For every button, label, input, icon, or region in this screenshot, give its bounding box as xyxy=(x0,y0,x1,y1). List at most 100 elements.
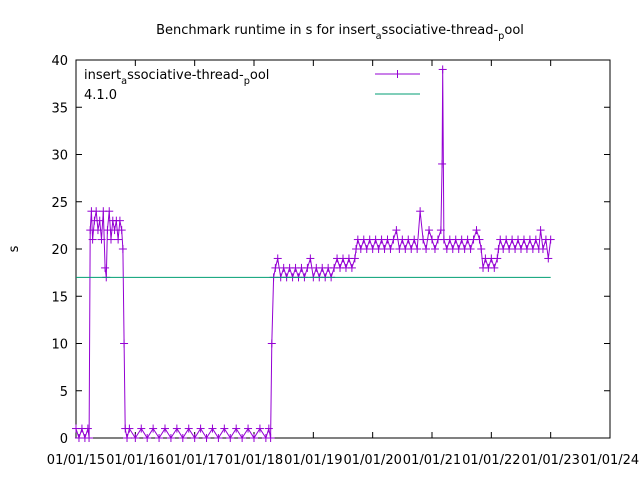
y-tick-label: 0 xyxy=(60,432,68,447)
data-point xyxy=(190,434,199,442)
data-point xyxy=(232,424,241,433)
data-point xyxy=(110,226,119,235)
data-point xyxy=(546,235,555,244)
data-point xyxy=(149,424,158,433)
data-point xyxy=(267,339,276,348)
data-point xyxy=(531,235,540,244)
y-tick-label: 15 xyxy=(51,290,68,305)
legend-label-0: insertassociative-thread-pool xyxy=(84,68,269,87)
y-tick-label: 10 xyxy=(51,338,68,353)
data-point xyxy=(214,434,223,442)
chart-title: Benchmark runtime in s for insertassocia… xyxy=(156,23,524,42)
data-point xyxy=(172,424,181,433)
data-point xyxy=(208,424,217,433)
data-point xyxy=(392,226,401,235)
data-point xyxy=(120,339,129,348)
data-point xyxy=(273,254,282,263)
y-axis: 0 5 10 15 20 25 30 35 40 xyxy=(51,54,610,447)
data-point xyxy=(250,434,258,442)
data-point xyxy=(472,226,481,235)
data-point xyxy=(238,434,247,442)
data-point xyxy=(93,226,102,235)
data-point xyxy=(101,263,110,272)
data-point xyxy=(114,235,123,244)
data-point xyxy=(386,245,395,253)
data-point xyxy=(303,263,312,272)
data-point xyxy=(306,254,315,263)
data-point xyxy=(97,235,106,244)
data-point xyxy=(143,434,152,442)
y-tick-label: 30 xyxy=(51,149,68,164)
data-point xyxy=(95,216,104,225)
data-point xyxy=(536,226,545,235)
legend-label-1: 4.1.0 xyxy=(84,88,117,103)
data-point xyxy=(538,245,547,253)
x-tick-label: 01/01/18 xyxy=(225,453,283,468)
data-point xyxy=(155,434,164,442)
x-axis: 01/01/15 01/01/16 01/01/17 01/01/18 01/01/19… xyxy=(47,60,639,468)
y-tick-label: 5 xyxy=(60,385,68,400)
data-point xyxy=(88,235,97,244)
data-point xyxy=(413,245,422,253)
data-point xyxy=(125,424,134,433)
x-tick-label: 01/01/16 xyxy=(106,453,164,468)
data-point xyxy=(477,245,486,253)
data-point xyxy=(425,226,434,235)
data-point xyxy=(86,226,95,235)
y-tick-label: 35 xyxy=(51,101,68,116)
series-line xyxy=(75,69,552,440)
data-point xyxy=(220,424,229,433)
data-point xyxy=(466,245,475,253)
data-point xyxy=(115,216,124,225)
x-tick-label: 01/01/23 xyxy=(521,453,579,468)
y-tick-label: 20 xyxy=(51,243,68,258)
data-point xyxy=(244,424,253,433)
data-point xyxy=(266,434,275,442)
data-point xyxy=(389,235,398,244)
data-point xyxy=(271,263,280,272)
data-point xyxy=(184,424,193,433)
data-point xyxy=(416,207,425,216)
y-tick-label: 40 xyxy=(51,54,68,69)
data-point xyxy=(161,424,169,433)
data-point xyxy=(137,424,146,433)
data-point xyxy=(92,207,101,216)
x-tick-label: 01/01/19 xyxy=(284,453,342,468)
data-point xyxy=(410,235,419,244)
x-tick-label: 01/01/20 xyxy=(343,453,401,468)
data-point xyxy=(107,235,116,244)
data-point xyxy=(117,226,126,235)
data-point xyxy=(196,424,205,433)
data-point xyxy=(422,245,431,253)
x-tick-label: 01/01/21 xyxy=(403,453,461,468)
data-point xyxy=(419,235,428,244)
data-point xyxy=(131,434,140,442)
data-point xyxy=(475,235,484,244)
data-point xyxy=(105,207,114,216)
x-tick-label: 01/01/24 xyxy=(581,453,639,468)
data-point xyxy=(83,424,92,433)
data-point xyxy=(438,65,447,74)
data-point xyxy=(85,434,94,442)
y-axis-label: s xyxy=(7,245,22,252)
series-layer xyxy=(72,65,555,442)
data-point xyxy=(202,434,211,442)
data-point xyxy=(178,434,187,442)
data-point xyxy=(493,254,502,263)
data-point xyxy=(350,254,359,263)
data-point xyxy=(123,434,132,442)
data-point xyxy=(226,434,235,442)
x-tick-label: 01/01/22 xyxy=(462,453,520,468)
data-point xyxy=(430,245,439,253)
data-point xyxy=(166,434,175,442)
data-point xyxy=(255,424,264,433)
data-point xyxy=(347,263,356,272)
data-point xyxy=(544,254,553,263)
x-tick-label: 01/01/17 xyxy=(165,453,223,468)
y-tick-label: 25 xyxy=(51,196,68,211)
data-point xyxy=(436,226,445,235)
data-point xyxy=(103,226,112,235)
chart-title-text: Benchmark runtime in s for insertassocia… xyxy=(156,23,524,42)
